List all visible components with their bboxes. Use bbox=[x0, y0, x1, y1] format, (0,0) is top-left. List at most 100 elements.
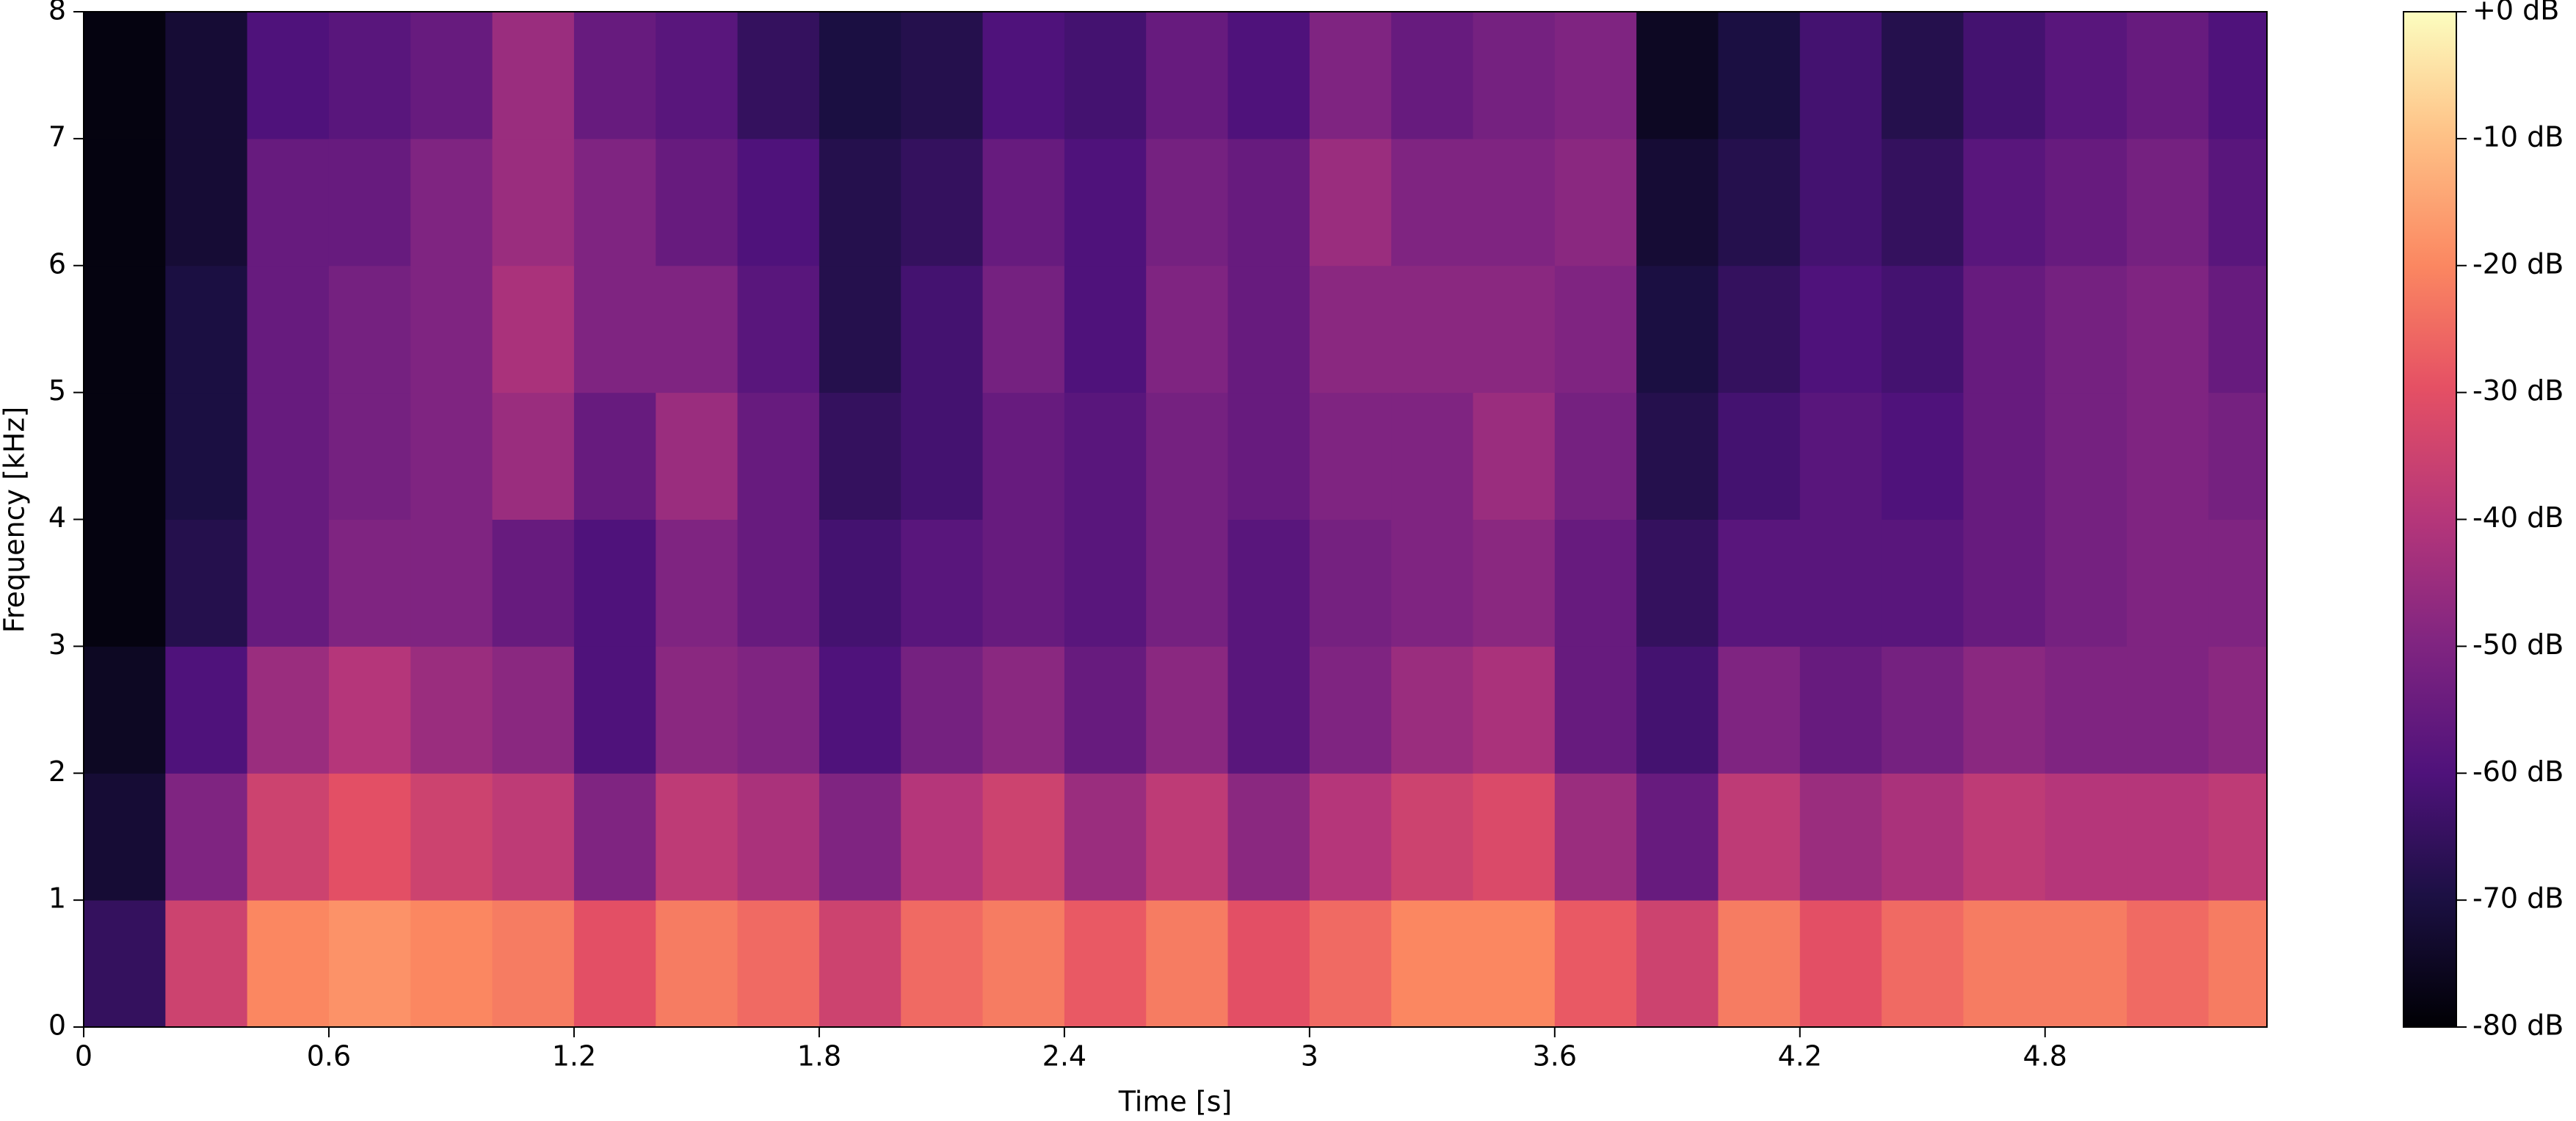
spectrogram-cell bbox=[1309, 138, 1392, 266]
spectrogram-cell bbox=[1636, 392, 1719, 520]
spectrogram-cell bbox=[247, 392, 330, 520]
spectrogram-cell bbox=[819, 773, 901, 901]
spectrogram-cell bbox=[2127, 12, 2209, 139]
spectrogram-cell bbox=[982, 900, 1065, 1028]
spectrogram-cell bbox=[737, 138, 820, 266]
spectrogram-cell bbox=[1227, 392, 1310, 520]
x-tick-label: 0 bbox=[75, 1040, 92, 1073]
spectrogram-cell bbox=[328, 392, 411, 520]
spectrogram-cell bbox=[492, 392, 575, 520]
spectrogram-cell bbox=[2127, 138, 2209, 266]
spectrogram-cell bbox=[328, 265, 411, 393]
spectrogram-cell bbox=[84, 900, 166, 1028]
spectrogram-cell bbox=[1473, 773, 1556, 901]
spectrogram-cell bbox=[1391, 646, 1473, 774]
spectrogram-cell bbox=[1227, 646, 1310, 774]
spectrogram-cell bbox=[573, 900, 656, 1028]
spectrogram-cell bbox=[656, 773, 739, 901]
spectrogram-cell bbox=[1554, 265, 1637, 393]
spectrogram-cell bbox=[1718, 392, 1801, 520]
spectrogram-cell bbox=[573, 519, 656, 647]
spectrogram-cell bbox=[819, 138, 901, 266]
x-tick-label: 0.6 bbox=[307, 1040, 351, 1073]
spectrogram-cell bbox=[2208, 646, 2268, 774]
spectrogram-cell bbox=[410, 646, 493, 774]
spectrogram-cell bbox=[1882, 773, 1964, 901]
spectrogram-cell bbox=[328, 646, 411, 774]
spectrogram-cell bbox=[1799, 265, 1882, 393]
spectrogram-cell bbox=[2208, 900, 2268, 1028]
spectrogram-cell bbox=[2127, 519, 2209, 647]
spectrogram-cell bbox=[1882, 265, 1964, 393]
spectrogram-cell bbox=[1636, 900, 1719, 1028]
spectrogram-cell bbox=[656, 265, 739, 393]
spectrogram-cell bbox=[1799, 392, 1882, 520]
spectrogram-cell bbox=[1882, 138, 1964, 266]
spectrogram-cell bbox=[737, 392, 820, 520]
spectrogram-cell bbox=[573, 646, 656, 774]
colorbar-tick-label: -80 dB bbox=[2472, 1009, 2564, 1042]
spectrogram-cell bbox=[84, 12, 166, 139]
colorbar-tick-label: -70 dB bbox=[2472, 882, 2564, 915]
spectrogram-cell bbox=[84, 138, 166, 266]
spectrogram-cell bbox=[410, 392, 493, 520]
spectrogram-cell bbox=[410, 773, 493, 901]
spectrogram-cell bbox=[1963, 900, 2046, 1028]
spectrogram-cell bbox=[1227, 519, 1310, 647]
spectrogram-cell bbox=[1064, 265, 1147, 393]
spectrogram-cell bbox=[1799, 12, 1882, 139]
spectrogram-cell bbox=[1799, 646, 1882, 774]
spectrogram-cell bbox=[165, 773, 248, 901]
spectrogram-cell bbox=[492, 773, 575, 901]
spectrogram-cell bbox=[165, 12, 248, 139]
x-tick-label: 4.8 bbox=[2023, 1040, 2067, 1073]
spectrogram-cell bbox=[1146, 138, 1229, 266]
spectrogram-cell bbox=[1799, 138, 1882, 266]
spectrogram-cell bbox=[1064, 519, 1147, 647]
spectrogram-cell bbox=[1227, 12, 1310, 139]
spectrogram-cell bbox=[982, 12, 1065, 139]
spectrogram-cell bbox=[901, 12, 984, 139]
spectrogram-cell bbox=[492, 900, 575, 1028]
spectrogram-cell bbox=[1146, 773, 1229, 901]
spectrogram-cell bbox=[901, 392, 984, 520]
spectrogram-cell bbox=[737, 265, 820, 393]
spectrogram-cell bbox=[901, 646, 984, 774]
spectrogram-cell bbox=[247, 900, 330, 1028]
spectrogram-cell bbox=[1882, 646, 1964, 774]
y-axis-label: Frequency [kHz] bbox=[0, 407, 31, 634]
spectrogram-cell bbox=[1882, 12, 1964, 139]
spectrogram-cell bbox=[492, 138, 575, 266]
spectrogram-cell bbox=[573, 265, 656, 393]
spectrogram-cell bbox=[819, 519, 901, 647]
spectrogram-cell bbox=[1309, 265, 1392, 393]
y-tick-label: 3 bbox=[48, 628, 66, 661]
spectrogram-cell bbox=[656, 392, 739, 520]
spectrogram-cell bbox=[737, 646, 820, 774]
spectrogram-cell bbox=[328, 773, 411, 901]
spectrogram-cell bbox=[1146, 265, 1229, 393]
spectrogram-cell bbox=[1963, 646, 2046, 774]
spectrogram-cell bbox=[2208, 138, 2268, 266]
spectrogram-cell bbox=[84, 265, 166, 393]
spectrogram-cell bbox=[1554, 900, 1637, 1028]
spectrogram-cell bbox=[247, 138, 330, 266]
spectrogram-cell bbox=[2045, 392, 2127, 520]
spectrogram-cell bbox=[901, 773, 984, 901]
spectrogram-cell bbox=[1473, 519, 1556, 647]
spectrogram-cell bbox=[1636, 12, 1719, 139]
spectrogram-cell bbox=[165, 138, 248, 266]
spectrogram-cell bbox=[1882, 392, 1964, 520]
spectrogram-cell bbox=[247, 519, 330, 647]
spectrogram-cell bbox=[84, 646, 166, 774]
spectrogram-cell bbox=[1963, 265, 2046, 393]
spectrogram-cell bbox=[982, 265, 1065, 393]
spectrogram-cell bbox=[573, 773, 656, 901]
spectrogram-cell bbox=[1391, 138, 1473, 266]
spectrogram-cell bbox=[410, 265, 493, 393]
spectrogram-cell bbox=[1227, 265, 1310, 393]
spectrogram-cell bbox=[492, 265, 575, 393]
spectrogram-cell bbox=[656, 12, 739, 139]
spectrogram-cell bbox=[1718, 646, 1801, 774]
